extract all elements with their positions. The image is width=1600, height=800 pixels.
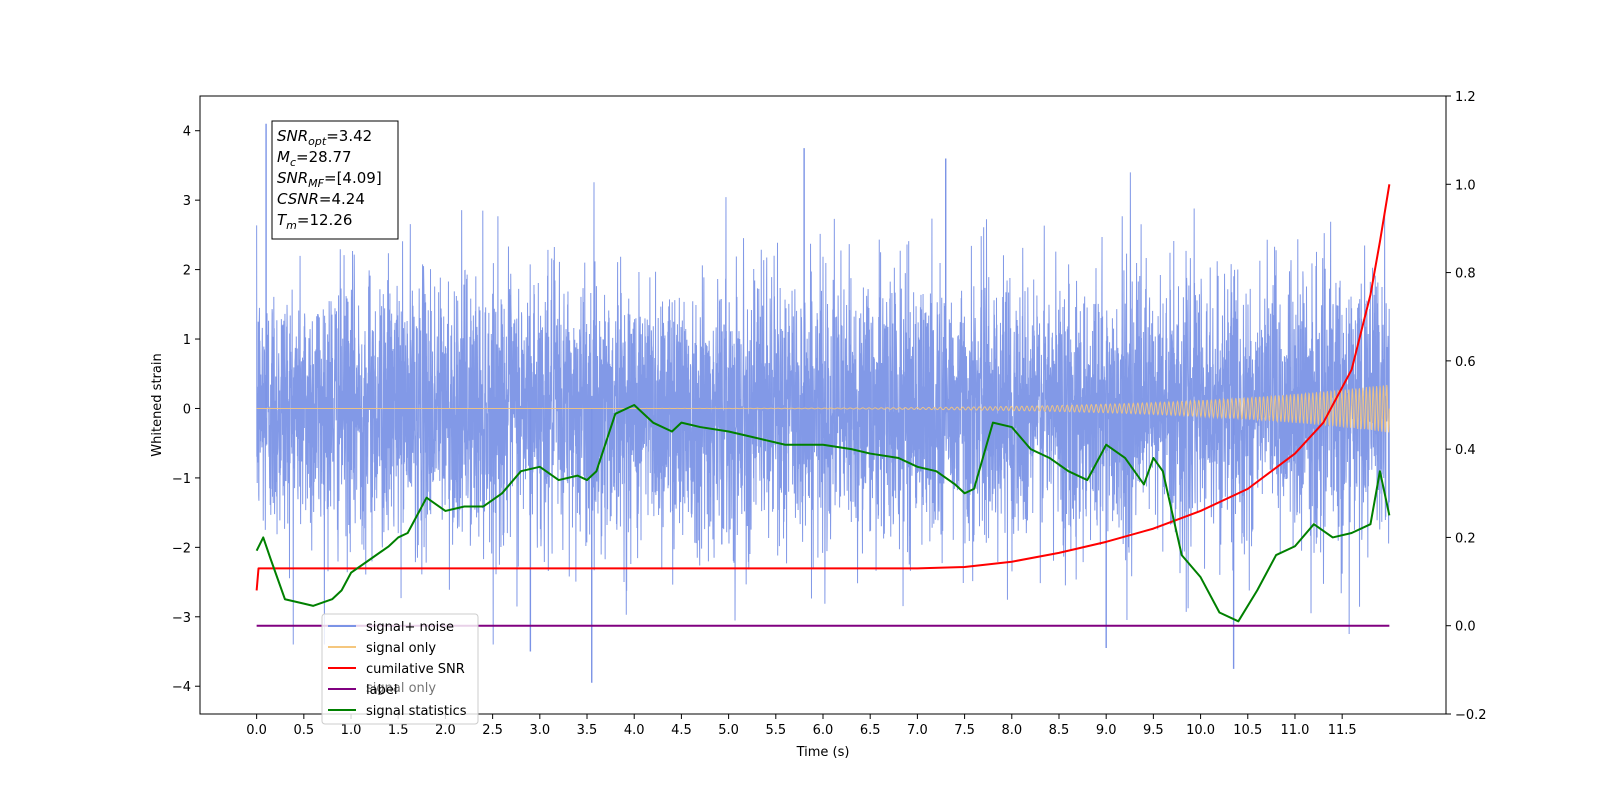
x-tick-label: 6.5 xyxy=(860,723,881,738)
axes: 0.0 0.5 1.0 1.5 2.0 2.5 3.0 3.5 4.0 4.5 5.0 5.5 6.0 6… xyxy=(150,90,1487,760)
legend-entry: signal statistics xyxy=(366,704,467,719)
x-tick-label: 7.5 xyxy=(954,723,975,738)
x-tick-label: 5.5 xyxy=(765,723,786,738)
y2-tick-label: 0.2 xyxy=(1455,531,1476,546)
y-tick-label: −3 xyxy=(172,611,191,626)
y2-tick-label: 0.8 xyxy=(1455,267,1476,282)
y-tick-label: −4 xyxy=(172,680,191,695)
stats-line: Mc=28.77 xyxy=(277,148,352,169)
stats-line: SNRopt=3.42 xyxy=(277,127,372,148)
x-tick-label: 1.5 xyxy=(388,723,409,738)
y-tick-label: 0 xyxy=(183,402,191,417)
x-tick-label: 11.0 xyxy=(1280,723,1309,738)
x-tick-label: 5.0 xyxy=(718,723,739,738)
x-tick-label: 8.5 xyxy=(1049,723,1070,738)
legend-entry: signal only xyxy=(366,641,436,656)
stats-line: SNRMF=[4.09] xyxy=(277,169,382,190)
x-tick-label: 9.0 xyxy=(1096,723,1117,738)
x-axis-label: Time (s) xyxy=(796,745,850,760)
y2-tick-label: 0.0 xyxy=(1455,620,1476,635)
x-tick-label: 11.5 xyxy=(1328,723,1357,738)
x-tick-label: 1.0 xyxy=(341,723,362,738)
legend-entry: cumilative SNR xyxy=(366,662,465,677)
y2-tick-label: 1.2 xyxy=(1455,90,1476,105)
x-tick-label: 0.0 xyxy=(246,723,267,738)
x-tick-label: 0.5 xyxy=(293,723,314,738)
legend-ghost-text: signal only xyxy=(366,681,436,696)
x-tick-label: 3.5 xyxy=(577,723,598,738)
x-tick-label: 8.0 xyxy=(1001,723,1022,738)
x-tick-label: 4.5 xyxy=(671,723,692,738)
x-tick-label: 2.0 xyxy=(435,723,456,738)
y-tick-label: 2 xyxy=(183,264,191,279)
x-tick-label: 2.5 xyxy=(482,723,503,738)
x-tick-label: 7.0 xyxy=(907,723,928,738)
legend-entry: label xyxy=(366,683,397,698)
y-tick-label: −2 xyxy=(172,541,191,556)
series-cumulative-snr xyxy=(255,184,1391,591)
y2-tick-label: 0.4 xyxy=(1455,443,1476,458)
stats-box-frame xyxy=(271,120,399,240)
series-signal-noise xyxy=(256,172,1390,645)
x-tick-label: 3.0 xyxy=(529,723,550,738)
y2-tick-label: −0.2 xyxy=(1455,708,1487,723)
x-tick-label: 10.5 xyxy=(1233,723,1262,738)
y-tick-label: 1 xyxy=(183,333,191,348)
stats-line: CSNR=4.24 xyxy=(277,190,365,208)
stats-line: Tm=12.26 xyxy=(277,211,352,232)
series-signal-statistics xyxy=(255,404,1391,623)
legend-box xyxy=(321,613,479,725)
legend-entry: signal+ noise xyxy=(366,620,454,635)
x-tick-label: 10.0 xyxy=(1186,723,1215,738)
stats-box: SNRopt=3.42Mc=28.77SNRMF=[4.09]CSNR=4.24… xyxy=(271,120,399,240)
y2-tick-label: 0.6 xyxy=(1455,355,1476,370)
y2-tick-label: 1.0 xyxy=(1455,178,1476,193)
y-tick-label: 3 xyxy=(183,194,191,209)
legend: signal only signal+ noise signal only cumil… xyxy=(321,613,479,725)
x-tick-label: 4.0 xyxy=(624,723,645,738)
x-tick-label: 9.5 xyxy=(1143,723,1164,738)
y-axis-label: Whitened strain xyxy=(150,353,165,456)
x-tick-label: 6.0 xyxy=(813,723,834,738)
y-tick-label: −1 xyxy=(172,472,191,487)
series-signal-only xyxy=(256,384,1390,433)
y-tick-label: 4 xyxy=(183,125,191,140)
